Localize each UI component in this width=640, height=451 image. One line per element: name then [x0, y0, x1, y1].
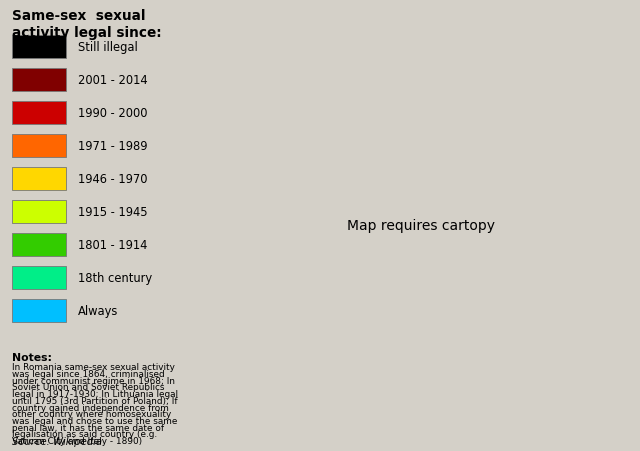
Text: 18th century: 18th century: [77, 272, 152, 284]
Text: until 1795 (3rd Partition of Poland); If: until 1795 (3rd Partition of Poland); If: [12, 396, 178, 405]
Text: activity legal since:: activity legal since:: [12, 26, 162, 40]
FancyBboxPatch shape: [12, 101, 65, 125]
Text: Same-sex  sexual: Same-sex sexual: [12, 9, 145, 23]
Text: Soviet Union and Soviet Republics: Soviet Union and Soviet Republics: [12, 382, 164, 391]
FancyBboxPatch shape: [12, 36, 65, 59]
Text: 1801 - 1914: 1801 - 1914: [77, 239, 147, 251]
Text: 1971 - 1989: 1971 - 1989: [77, 140, 147, 152]
Text: Map requires cartopy: Map requires cartopy: [347, 219, 495, 232]
Text: country gained independence from: country gained independence from: [12, 403, 169, 412]
FancyBboxPatch shape: [12, 233, 65, 257]
Text: Still illegal: Still illegal: [77, 41, 138, 54]
Text: was legal and chose to use the same: was legal and chose to use the same: [12, 416, 177, 425]
Text: 1915 - 1945: 1915 - 1945: [77, 206, 147, 218]
FancyBboxPatch shape: [12, 167, 65, 191]
Text: penal law, it has the same date of: penal law, it has the same date of: [12, 423, 164, 432]
FancyBboxPatch shape: [12, 266, 65, 290]
Text: 1990 - 2000: 1990 - 2000: [77, 107, 147, 120]
Text: Notes:: Notes:: [12, 353, 52, 363]
Text: 2001 - 2014: 2001 - 2014: [77, 74, 147, 87]
Text: legalisation as said country (e.g.: legalisation as said country (e.g.: [12, 429, 157, 438]
Text: legal in 1917-1930; In Lithuania legal: legal in 1917-1930; In Lithuania legal: [12, 389, 178, 398]
FancyBboxPatch shape: [12, 299, 65, 322]
Text: Vatican City and Italy - 1890): Vatican City and Italy - 1890): [12, 436, 142, 445]
Text: under communist regime in 1968; In: under communist regime in 1968; In: [12, 376, 175, 385]
FancyBboxPatch shape: [12, 69, 65, 92]
Text: Source: Wikipedia: Source: Wikipedia: [12, 437, 102, 446]
Text: In Romania same-sex sexual activity: In Romania same-sex sexual activity: [12, 363, 175, 372]
Text: Always: Always: [77, 304, 118, 317]
Text: was legal since 1864, criminalised: was legal since 1864, criminalised: [12, 369, 164, 378]
FancyBboxPatch shape: [12, 200, 65, 224]
Text: 1946 - 1970: 1946 - 1970: [77, 173, 147, 185]
Text: other country where homosexuality: other country where homosexuality: [12, 410, 172, 419]
FancyBboxPatch shape: [12, 134, 65, 158]
